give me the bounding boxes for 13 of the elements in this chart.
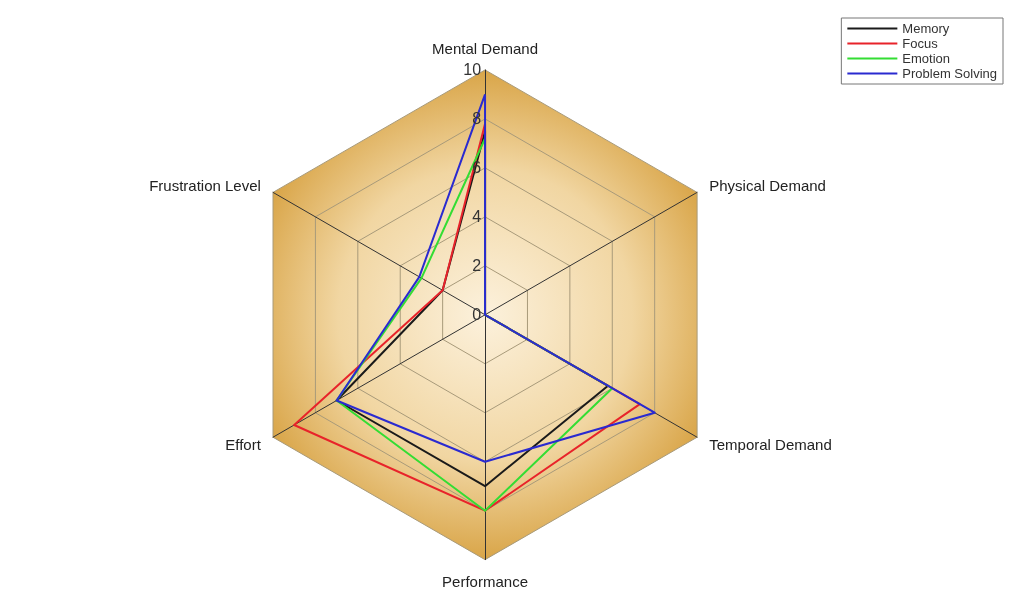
legend-label: Emotion (902, 51, 951, 66)
legend-label: Focus (902, 36, 939, 51)
spoke-label: Effort (225, 435, 262, 453)
spoke-label: Temporal Demand (709, 435, 832, 453)
y-tick-label: 10 (463, 61, 482, 79)
y-tick-label: 4 (472, 208, 482, 226)
y-tick-label: 2 (472, 257, 482, 275)
legend-label: Problem Solving (902, 66, 997, 81)
spoke-label: Frustration Level (149, 176, 261, 194)
spoke-label: Mental Demand (432, 39, 538, 57)
spoke-label: Physical Demand (709, 176, 826, 194)
spoke-label: Performance (442, 572, 528, 590)
legend-label: Memory (902, 21, 950, 36)
